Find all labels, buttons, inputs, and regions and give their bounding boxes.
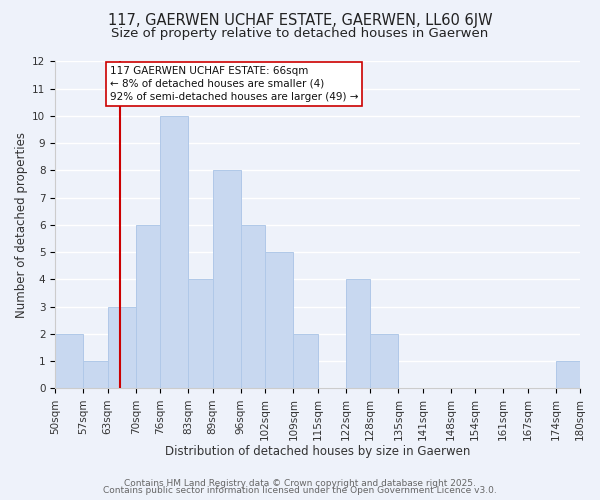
Text: Size of property relative to detached houses in Gaerwen: Size of property relative to detached ho…: [112, 28, 488, 40]
Bar: [188, 280, 212, 388]
Bar: [556, 361, 580, 388]
Bar: [370, 334, 398, 388]
Text: Contains public sector information licensed under the Open Government Licence v3: Contains public sector information licen…: [103, 486, 497, 495]
Text: 117, GAERWEN UCHAF ESTATE, GAERWEN, LL60 6JW: 117, GAERWEN UCHAF ESTATE, GAERWEN, LL60…: [107, 12, 493, 28]
Y-axis label: Number of detached properties: Number of detached properties: [15, 132, 28, 318]
Bar: [107, 306, 136, 388]
Bar: [241, 225, 265, 388]
Bar: [136, 225, 160, 388]
Bar: [293, 334, 317, 388]
Bar: [55, 334, 83, 388]
X-axis label: Distribution of detached houses by size in Gaerwen: Distribution of detached houses by size …: [165, 444, 470, 458]
Bar: [346, 280, 370, 388]
Bar: [160, 116, 188, 388]
Bar: [83, 361, 107, 388]
Bar: [212, 170, 241, 388]
Text: 117 GAERWEN UCHAF ESTATE: 66sqm
← 8% of detached houses are smaller (4)
92% of s: 117 GAERWEN UCHAF ESTATE: 66sqm ← 8% of …: [110, 66, 358, 102]
Bar: [265, 252, 293, 388]
Text: Contains HM Land Registry data © Crown copyright and database right 2025.: Contains HM Land Registry data © Crown c…: [124, 478, 476, 488]
